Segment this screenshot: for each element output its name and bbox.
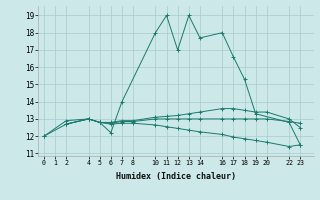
X-axis label: Humidex (Indice chaleur): Humidex (Indice chaleur)	[116, 172, 236, 181]
